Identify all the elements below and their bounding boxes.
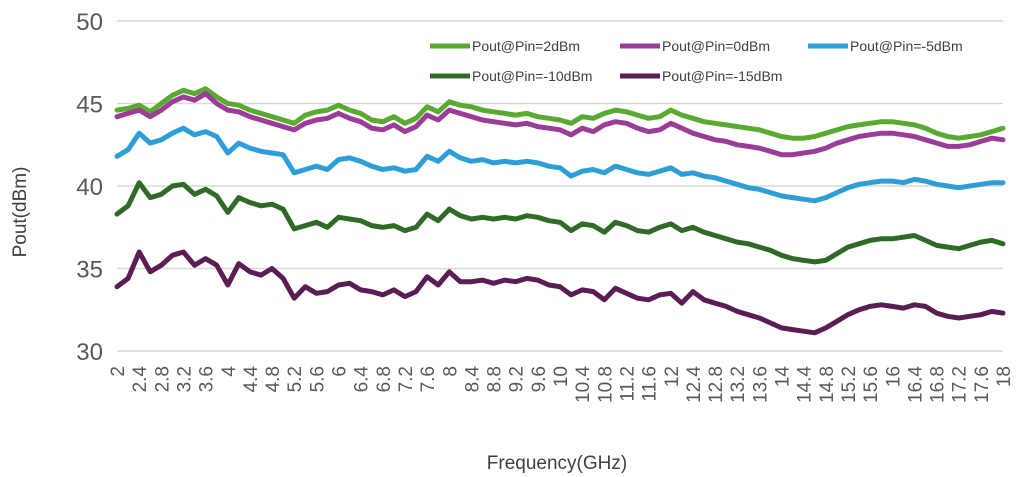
x-axis-ticks: 2 2.4 2.8 3.2 3.6 4 4.4 4.8 5.2 5.6 6 6.4 6.8 7.2 7.6 8… [108,366,1015,403]
series-line-4 [114,180,1006,265]
x-tick-label: 14.4 [795,366,816,403]
x-tick-label: 5.6 [307,366,328,392]
x-tick-label: 15.6 [861,366,882,403]
x-tick-label: 4.4 [241,366,262,393]
y-tick-label: 45 [76,92,103,119]
x-tick-label: 8.8 [485,366,506,392]
x-tick-label: 8 [440,366,461,377]
series-line-2 [114,91,1006,158]
x-tick-label: 9.2 [507,366,528,392]
x-tick-label: 17.2 [950,366,971,403]
x-tick-label: 3.6 [197,366,218,392]
series-lines [114,86,1006,336]
legend-label: Pout@Pin=2dBm [472,38,580,54]
x-tick-label: 16.4 [905,366,926,403]
y-tick-label: 35 [76,257,103,284]
legend-label: Pout@Pin=-15dBm [662,68,782,84]
x-tick-label: 9.6 [529,366,550,392]
x-tick-label: 10 [551,366,572,387]
x-tick-label: 17.6 [972,366,993,403]
x-tick-label: 12.8 [706,366,727,403]
x-tick-label: 10.4 [573,366,594,403]
x-tick-label: 12.4 [684,366,705,403]
x-tick-label: 16.8 [928,366,949,403]
x-tick-label: 7.2 [396,366,417,392]
y-axis-title: Pout(dBm) [10,167,31,258]
x-tick-label: 13.2 [728,366,749,403]
x-tick-label: 7.6 [418,366,439,392]
x-tick-label: 6 [330,366,351,377]
y-tick-label: 50 [76,9,103,36]
x-tick-label: 2.4 [130,366,151,393]
x-tick-label: 18 [994,366,1015,387]
x-tick-label: 5.2 [285,366,306,392]
legend-label: Pout@Pin=0dBm [662,38,770,54]
legend-label: Pout@Pin=-5dBm [850,38,963,54]
legend: Pout@Pin=2dBm Pout@Pin=0dBm Pout@Pin=-5dBm… [430,38,963,84]
legend-label: Pout@Pin=-10dBm [472,68,592,84]
x-tick-label: 14 [773,366,794,388]
gridlines [117,20,1003,352]
x-tick-label: 10.8 [595,366,616,403]
x-tick-label: 14.8 [817,366,838,403]
x-axis-title: Frequency(GHz) [487,453,627,474]
x-tick-label: 8.4 [462,366,483,393]
series-line-1 [114,86,1006,141]
x-tick-label: 11.2 [617,366,638,402]
series-line-3 [114,125,1006,204]
x-tick-label: 4 [219,366,240,377]
x-tick-label: 6.4 [352,366,373,393]
y-tick-label: 30 [76,339,103,366]
y-axis-ticks: 30 35 40 45 50 [76,9,103,366]
x-tick-label: 15.2 [839,366,860,403]
y-tick-label: 40 [76,174,103,201]
x-tick-label: 12 [662,366,683,387]
x-tick-label: 13.6 [750,366,771,403]
x-tick-label: 2 [108,366,129,377]
x-tick-label: 4.8 [263,366,284,392]
x-tick-label: 11.6 [640,366,661,402]
x-tick-label: 2.8 [152,366,173,392]
x-tick-label: 3.2 [174,366,195,392]
x-tick-label: 16 [883,366,904,387]
x-tick-label: 6.8 [374,366,395,392]
series-line-5 [114,249,1006,336]
